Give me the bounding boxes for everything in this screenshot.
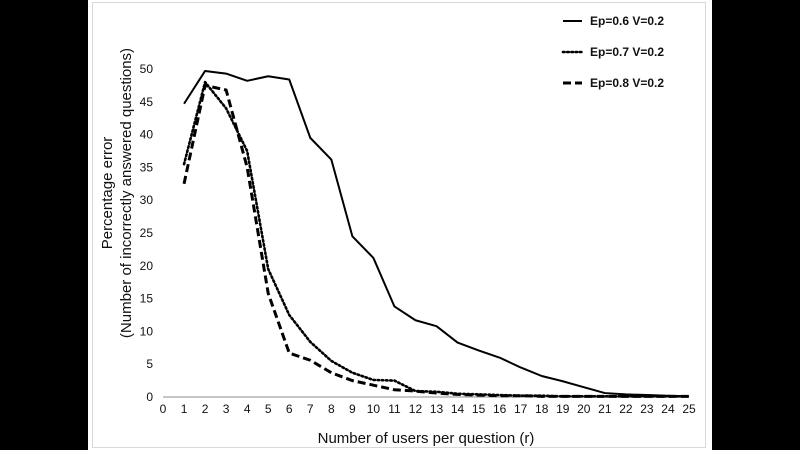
x-tick-label: 11 (388, 402, 401, 416)
x-tick-label: 4 (244, 402, 251, 416)
y-tick-label: 15 (140, 292, 154, 306)
y-tick-label: 10 (140, 324, 154, 338)
x-tick-label: 8 (328, 402, 335, 416)
x-tick-label: 17 (514, 402, 528, 416)
x-tick-label: 13 (430, 402, 444, 416)
x-tick-labels: 0 1 2 3 4 5 6 7 8 9 10 11 12 13 14 15 16 17 18 19 20 21 22 23 24… (160, 402, 696, 416)
x-tick-label: 24 (661, 402, 675, 416)
y-tick-label: 20 (140, 259, 154, 273)
x-tick-label: 23 (640, 402, 654, 416)
y-tick-label: 5 (146, 357, 153, 371)
y-tick-label: 50 (140, 62, 154, 76)
x-tick-label: 6 (286, 402, 293, 416)
x-tick-label: 1 (181, 402, 188, 416)
x-tick-label: 25 (682, 402, 696, 416)
x-tick-label: 15 (472, 402, 486, 416)
y-axis-label: Percentage error (99, 137, 116, 250)
chart-frame (88, 0, 712, 450)
x-tick-label: 19 (556, 402, 570, 416)
y-tick-label: 30 (140, 193, 154, 207)
legend: Ep=0.6 V=0.2 Ep=0.7 V=0.2 Ep=0.8 V=0.2 (561, 14, 664, 90)
x-tick-label: 9 (349, 402, 356, 416)
y-tick-label: 25 (140, 226, 154, 240)
x-tick-label: 12 (409, 402, 423, 416)
series-line-dashed (182, 83, 689, 398)
legend-label: Ep=0.8 V=0.2 (590, 76, 664, 90)
x-tick-label: 14 (451, 402, 465, 416)
series-lines (182, 69, 691, 398)
x-tick-label: 3 (223, 402, 230, 416)
series-line-solid (183, 69, 690, 398)
x-tick-label: 22 (619, 402, 633, 416)
legend-label: Ep=0.6 V=0.2 (590, 14, 664, 28)
x-axis-label: Number of users per question (r) (318, 430, 535, 447)
y-tick-label: 0 (146, 390, 153, 404)
y-tick-label: 35 (140, 160, 154, 174)
x-tick-label: 21 (598, 402, 612, 416)
x-tick-label: 16 (493, 402, 507, 416)
chart-border (92, 2, 706, 448)
y-tick-labels: 0 5 10 15 20 25 30 35 40 45 50 (140, 62, 154, 404)
x-tick-label: 2 (202, 402, 209, 416)
x-tick-label: 5 (265, 402, 272, 416)
y-tick-label: 45 (140, 95, 154, 109)
y-axis-label-subtitle: (Number of incorrectly answered question… (118, 48, 135, 338)
x-tick-label: 7 (307, 402, 314, 416)
x-tick-label: 10 (367, 402, 381, 416)
series-line-dotted (182, 80, 691, 398)
y-tick-label: 40 (140, 128, 154, 142)
x-tick-label: 20 (577, 402, 591, 416)
x-tick-label: 0 (160, 402, 167, 416)
legend-label: Ep=0.7 V=0.2 (590, 45, 664, 59)
x-tick-label: 18 (535, 402, 549, 416)
